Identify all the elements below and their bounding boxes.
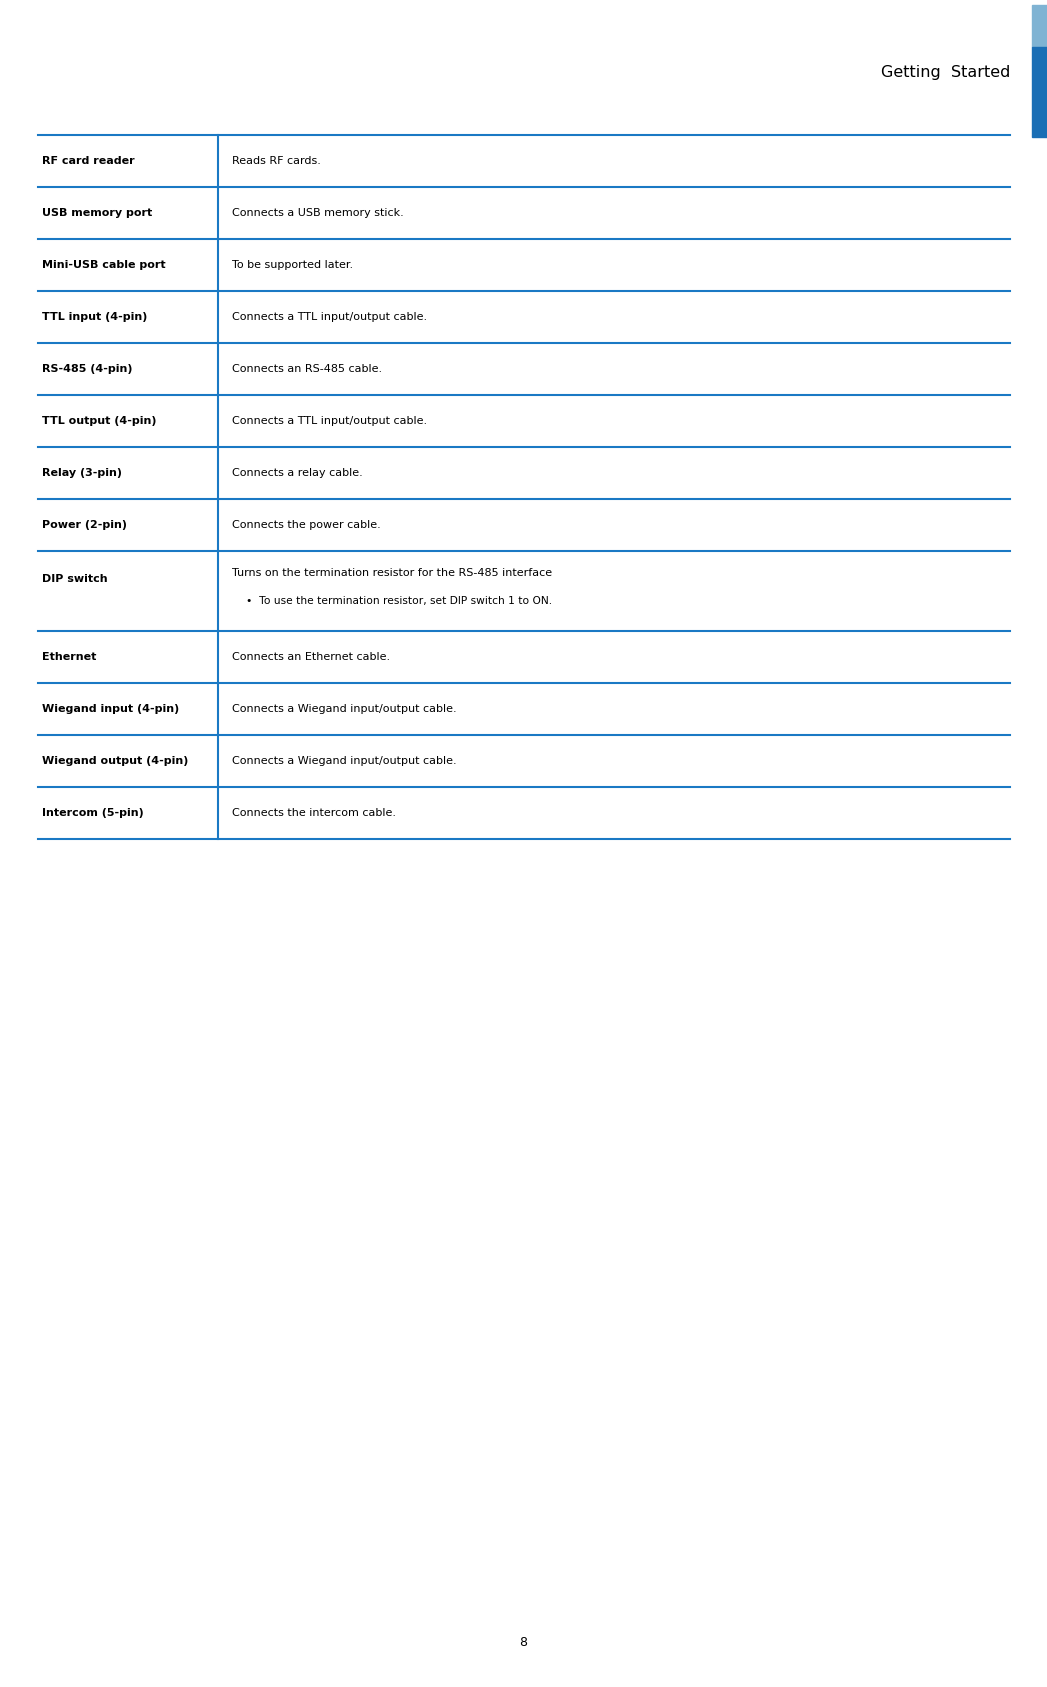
Text: Ethernet: Ethernet	[42, 651, 96, 661]
Text: Connects a TTL input/output cable.: Connects a TTL input/output cable.	[232, 312, 427, 322]
Text: Wiegand output (4-pin): Wiegand output (4-pin)	[42, 756, 188, 766]
Text: Wiegand input (4-pin): Wiegand input (4-pin)	[42, 703, 179, 714]
Bar	[1032, 5, 1047, 47]
Text: Intercom (5-pin): Intercom (5-pin)	[42, 808, 143, 818]
Text: Connects the power cable.: Connects the power cable.	[232, 520, 381, 530]
Text: Connects a USB memory stick.: Connects a USB memory stick.	[232, 208, 404, 218]
Text: Relay (3-pin): Relay (3-pin)	[42, 467, 122, 477]
Text: Power (2-pin): Power (2-pin)	[42, 520, 127, 530]
Text: 8: 8	[519, 1635, 528, 1648]
Text: Connects a relay cable.: Connects a relay cable.	[232, 467, 362, 477]
Text: Connects a Wiegand input/output cable.: Connects a Wiegand input/output cable.	[232, 756, 456, 766]
Text: Getting  Started: Getting Started	[881, 64, 1010, 79]
Text: Connects an RS-485 cable.: Connects an RS-485 cable.	[232, 364, 382, 375]
Text: Connects an Ethernet cable.: Connects an Ethernet cable.	[232, 651, 391, 661]
Text: To be supported later.: To be supported later.	[232, 260, 353, 270]
Text: Reads RF cards.: Reads RF cards.	[232, 155, 320, 165]
Bar	[1032, 47, 1047, 137]
Text: Connects a Wiegand input/output cable.: Connects a Wiegand input/output cable.	[232, 703, 456, 714]
Text: TTL output (4-pin): TTL output (4-pin)	[42, 417, 156, 427]
Text: DIP switch: DIP switch	[42, 574, 108, 584]
Text: •  To use the termination resistor, set DIP switch 1 to ON.: • To use the termination resistor, set D…	[246, 596, 552, 606]
Text: TTL input (4-pin): TTL input (4-pin)	[42, 312, 148, 322]
Text: Turns on the termination resistor for the RS-485 interface: Turns on the termination resistor for th…	[232, 569, 552, 579]
Text: Mini-USB cable port: Mini-USB cable port	[42, 260, 165, 270]
Text: RF card reader: RF card reader	[42, 155, 135, 165]
Text: RS-485 (4-pin): RS-485 (4-pin)	[42, 364, 133, 375]
Text: USB memory port: USB memory port	[42, 208, 152, 218]
Text: Connects a TTL input/output cable.: Connects a TTL input/output cable.	[232, 417, 427, 427]
Text: Connects the intercom cable.: Connects the intercom cable.	[232, 808, 396, 818]
